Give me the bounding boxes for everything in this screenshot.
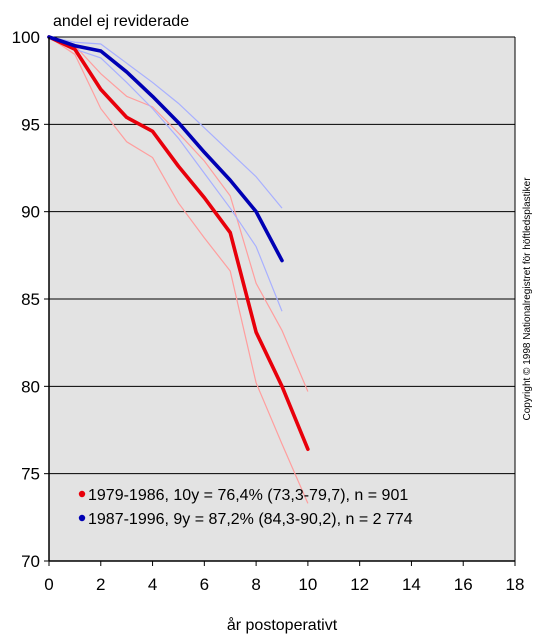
y-tick-label-85: 85 (21, 290, 40, 309)
series-2-line (47, 35, 284, 263)
legend: 1979-1986, 10y = 76,4% (73,3-79,7), n = … (78, 487, 413, 528)
x-tick-label-6: 6 (200, 575, 209, 594)
copyright-text: Copyright © 1998 Nationalregistret för h… (522, 177, 533, 421)
legend-label-1: 1979-1986, 10y = 76,4% (73,3-79,7), n = … (88, 487, 408, 504)
gridlines (44, 36, 516, 562)
series-2-ci-upper (48, 36, 283, 209)
series-1-line (47, 35, 310, 452)
y-tick-label-100: 100 (12, 28, 40, 47)
series-1-ci-lower (48, 36, 309, 504)
y-tick-label-80: 80 (21, 377, 40, 396)
series-2-ci-lower (48, 36, 283, 312)
x-tick-label-0: 0 (44, 575, 53, 594)
legend-marker-1 (78, 490, 86, 498)
legend-marker-2 (78, 514, 86, 522)
x-tick-label-10: 10 (298, 575, 317, 594)
legend-label-2: 1987-1996, 9y = 87,2% (84,3-90,2), n = 2… (88, 511, 413, 528)
x-tick-label-8: 8 (251, 575, 260, 594)
y-axis-label: andel ej reviderade (53, 13, 189, 30)
x-tick-label-14: 14 (402, 575, 421, 594)
x-tick-label-4: 4 (148, 575, 157, 594)
x-tick-label-16: 16 (454, 575, 473, 594)
series-layer (47, 35, 310, 504)
y-tick-label-70: 70 (21, 552, 40, 571)
x-tick-label-12: 12 (350, 575, 369, 594)
y-tick-label-95: 95 (21, 115, 40, 134)
y-tick-labels: 70 75 80 85 90 95 100 (12, 28, 40, 571)
y-tick-label-90: 90 (21, 203, 40, 222)
x-tick-labels: 0 2 4 6 8 10 12 14 16 18 (44, 561, 524, 594)
y-tick-label-75: 75 (21, 465, 40, 484)
x-tick-label-18: 18 (506, 575, 525, 594)
x-axis-label: år postoperativt (227, 616, 338, 634)
x-tick-label-2: 2 (96, 575, 105, 594)
series-1-ci-upper (48, 36, 309, 392)
